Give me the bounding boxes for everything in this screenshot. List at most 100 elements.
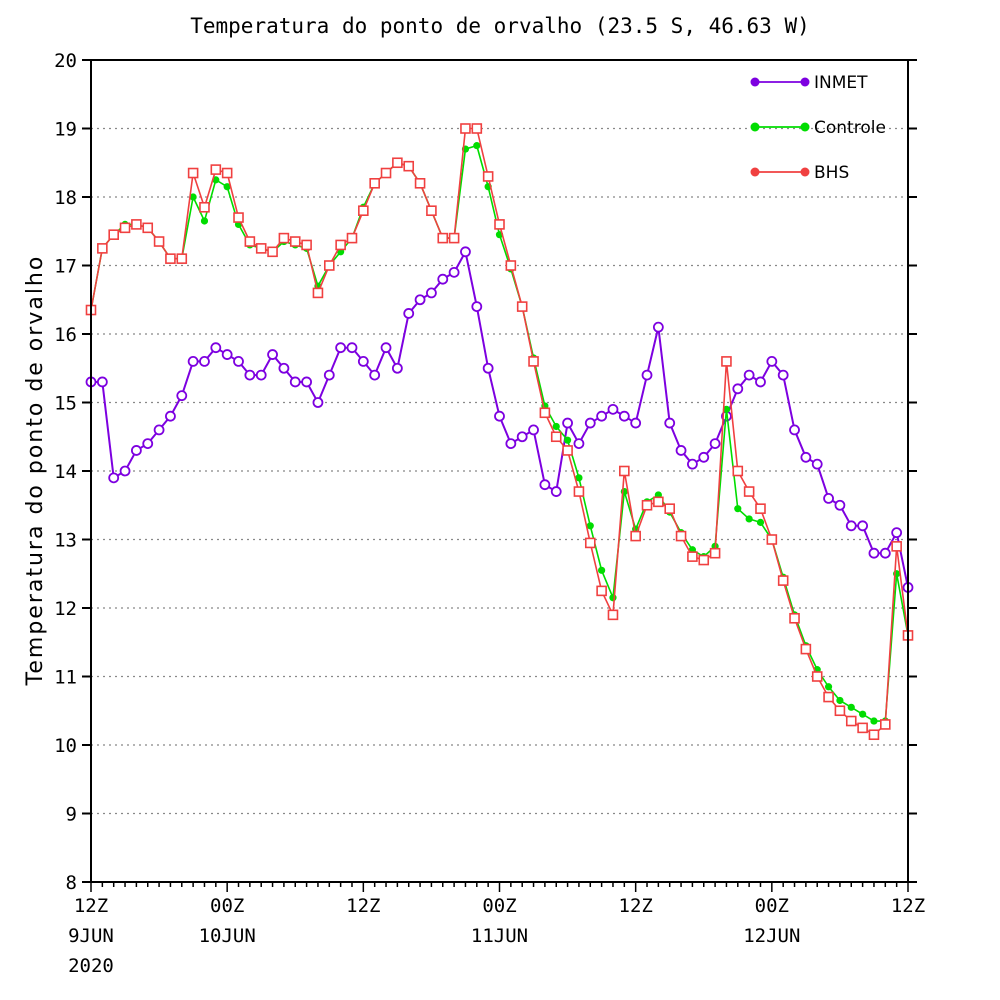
legend-inmet-label: INMET xyxy=(814,73,868,93)
x-tick-label: 12Z xyxy=(74,895,108,917)
inmet-point xyxy=(471,301,483,313)
bhs-point xyxy=(414,178,426,189)
controle-point xyxy=(609,594,617,602)
inmet-point xyxy=(301,376,312,388)
inmet-point xyxy=(153,424,165,436)
controle-point xyxy=(200,217,209,225)
inmet-point xyxy=(834,499,846,511)
inmet-point xyxy=(641,369,653,381)
bhs-point xyxy=(516,301,528,312)
inmet-point xyxy=(187,355,199,367)
inmet-point xyxy=(119,465,131,477)
bhs-point xyxy=(675,530,687,542)
legend-bhs-marker xyxy=(800,167,810,177)
x-tick-label: 00Z xyxy=(482,895,516,917)
inmet-point xyxy=(687,458,698,470)
controle-point xyxy=(189,193,197,201)
controle-point xyxy=(824,683,833,691)
bhs-point xyxy=(550,431,562,443)
inmet-point xyxy=(573,438,585,450)
inmet-point xyxy=(550,486,562,497)
bhs-point xyxy=(380,167,392,179)
inmet-point xyxy=(165,410,176,422)
controle-point xyxy=(575,474,583,482)
y-tick-label: 12 xyxy=(54,598,77,620)
x-tick-label: 00Z xyxy=(210,895,244,917)
inmet-point xyxy=(607,403,619,415)
bhs-point xyxy=(811,671,823,682)
y-tick-label: 11 xyxy=(54,667,77,689)
bhs-point xyxy=(732,465,744,477)
controle-point xyxy=(598,566,606,574)
bhs-point xyxy=(358,205,369,216)
bhs-point xyxy=(698,554,710,566)
bhs-point xyxy=(301,239,312,251)
y-tick-label: 8 xyxy=(66,872,77,894)
bhs-point xyxy=(153,236,165,247)
legend-controle-marker xyxy=(800,122,810,132)
inmet-point xyxy=(199,355,210,367)
x-tick-label: 11JUN xyxy=(471,925,528,947)
inmet-point xyxy=(823,492,834,504)
x-tick-label: 12Z xyxy=(346,895,380,917)
y-axis-label: Temperatura do ponto de orvalho xyxy=(23,255,48,687)
bhs-point xyxy=(641,499,653,511)
bhs-point xyxy=(653,496,664,508)
inmet-point xyxy=(357,355,369,367)
controle-point xyxy=(836,696,844,705)
bhs-point xyxy=(176,253,188,264)
controle-point xyxy=(870,717,878,725)
legend: INMET Controle BHS xyxy=(750,73,886,183)
bhs-point xyxy=(834,705,846,717)
inmet-point xyxy=(289,376,301,388)
y-tick-label: 14 xyxy=(54,461,77,483)
bhs-point xyxy=(528,356,539,367)
bhs-point xyxy=(369,178,380,189)
inmet-point xyxy=(278,362,290,374)
inmet-point xyxy=(346,342,358,354)
inmet-point xyxy=(391,362,403,374)
inmet-point xyxy=(505,438,517,450)
bhs-point xyxy=(142,222,154,234)
bhs-point xyxy=(857,722,868,734)
inmet-point xyxy=(743,369,755,381)
controle-point xyxy=(473,142,481,150)
controle-point xyxy=(223,183,231,191)
y-gridlines xyxy=(91,127,908,815)
bhs-point xyxy=(562,445,573,456)
controle-point xyxy=(552,422,560,431)
inmet-point xyxy=(448,266,460,278)
inmet-point xyxy=(618,410,630,422)
inmet-point xyxy=(414,294,426,306)
inmet-point xyxy=(403,308,415,319)
bhs-point xyxy=(743,486,755,497)
bhs-point xyxy=(619,465,630,477)
bhs-point xyxy=(165,253,176,264)
bhs-point xyxy=(437,232,449,244)
bhs-point xyxy=(392,157,403,169)
inmet-point xyxy=(891,527,903,539)
y-tick-label: 10 xyxy=(54,735,77,757)
bhs-point xyxy=(584,537,596,549)
bhs-point xyxy=(108,229,119,240)
controle-point xyxy=(745,515,753,523)
bhs-point xyxy=(721,356,732,367)
inmet-point xyxy=(766,355,778,367)
inmet-point xyxy=(811,458,823,470)
legend-controle-label: Controle xyxy=(814,118,886,138)
bhs-point xyxy=(233,212,244,223)
legend-inmet-marker xyxy=(800,77,810,87)
inmet-point xyxy=(596,410,608,422)
bhs-point xyxy=(709,547,721,559)
inmet-point xyxy=(664,417,676,429)
x-tick-label: 12Z xyxy=(619,895,653,917)
bhs-point xyxy=(267,246,278,258)
inmet-point xyxy=(130,445,142,456)
controle-point xyxy=(722,405,731,413)
bhs-point xyxy=(97,243,108,254)
controle-point xyxy=(756,518,765,526)
bhs-point xyxy=(789,612,800,624)
x-tick-label: 10JUN xyxy=(199,925,256,947)
inmet-point xyxy=(335,342,347,354)
